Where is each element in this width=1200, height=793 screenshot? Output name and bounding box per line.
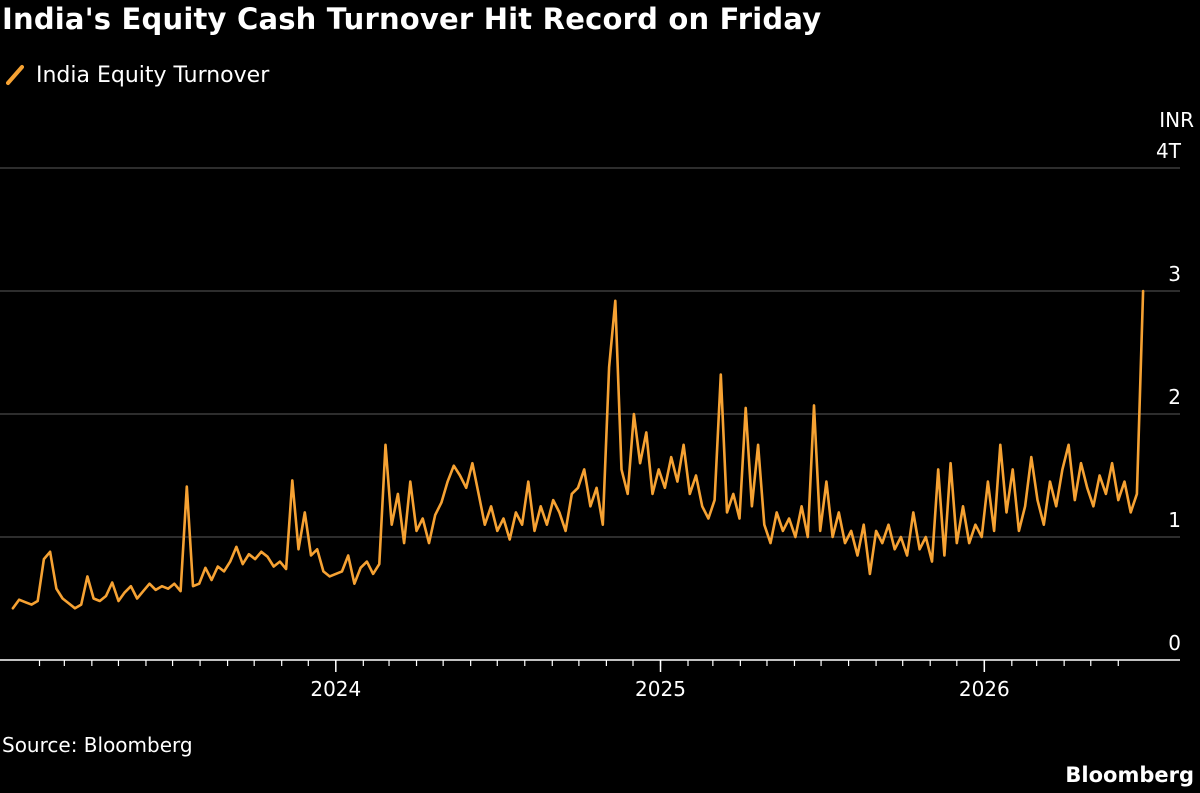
legend-label: India Equity Turnover xyxy=(36,62,270,88)
y-axis-unit: INR xyxy=(1159,108,1194,132)
source-note: Source: Bloomberg xyxy=(2,733,193,757)
y-axis-ticks: 0 1 2 3 4T xyxy=(1156,139,1182,655)
x-tick-label: 2024 xyxy=(310,677,361,701)
y-tick-label: 3 xyxy=(1168,262,1181,286)
x-axis-ticks: 2024 2025 2026 xyxy=(38,660,1119,701)
gridlines xyxy=(0,167,1180,538)
x-tick-label: 2026 xyxy=(959,677,1010,701)
legend-line-icon xyxy=(6,65,24,85)
y-tick-label: 2 xyxy=(1168,385,1181,409)
chart-title: India's Equity Cash Turnover Hit Record … xyxy=(2,2,822,36)
series-layer xyxy=(11,289,1145,610)
series-line-india-equity-turnover xyxy=(11,289,1145,610)
brand-logo-text: Bloomberg xyxy=(1065,763,1194,787)
legend: India Equity Turnover xyxy=(6,60,269,90)
y-tick-label: 0 xyxy=(1168,631,1181,655)
y-tick-label: 4T xyxy=(1156,139,1182,163)
x-tick-label: 2025 xyxy=(635,677,686,701)
y-tick-label: 1 xyxy=(1168,508,1181,532)
